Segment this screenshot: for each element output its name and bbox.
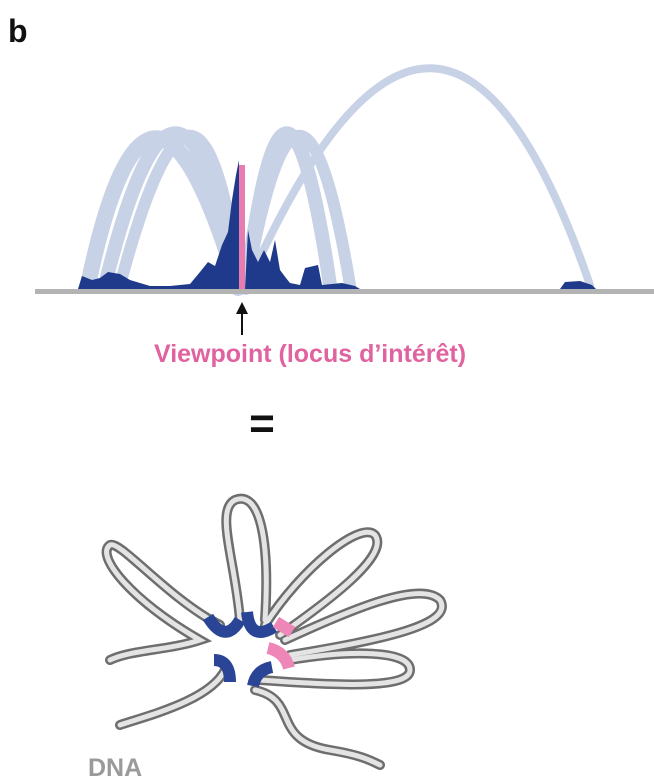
viewpoint-segment	[272, 616, 296, 638]
viewpoint-label: Viewpoint (locus d’intérêt)	[154, 340, 466, 368]
arc	[242, 64, 594, 292]
signal-track	[245, 230, 360, 289]
signal-track	[560, 281, 596, 289]
contact-segment	[241, 611, 278, 638]
equals-sign: =	[249, 399, 275, 448]
arc	[114, 129, 246, 294]
arc	[240, 129, 356, 294]
baseline	[35, 289, 654, 294]
arrow-head	[236, 302, 248, 314]
arc	[98, 126, 245, 295]
viewpoint-segment	[266, 642, 295, 670]
viewpoint-bar	[239, 165, 245, 291]
dna-loops	[107, 499, 442, 765]
contact-segment	[202, 613, 246, 638]
signal-track	[78, 160, 240, 289]
contact-segment	[213, 654, 236, 683]
dna-label: DNA	[88, 754, 142, 780]
contact-segment	[247, 661, 274, 688]
interaction-arcs	[80, 64, 594, 296]
panel-label: b	[8, 13, 28, 49]
